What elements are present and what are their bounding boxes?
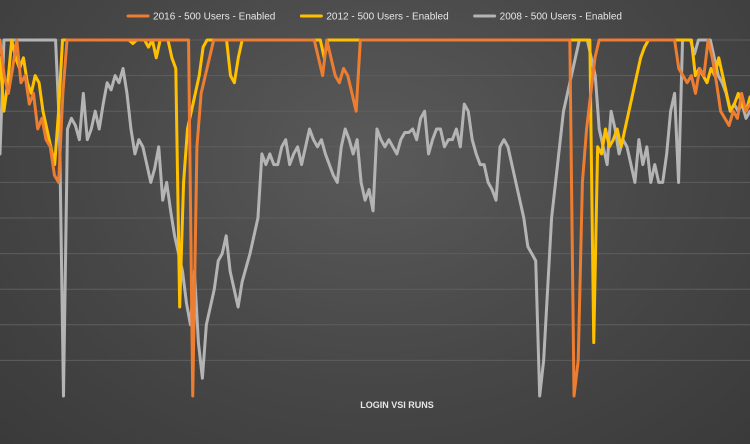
legend-label-1: 2016 - 500 Users - Enabled bbox=[153, 12, 275, 23]
series-line-1 bbox=[0, 38, 750, 398]
legend-label-2: 2012 - 500 Users - Enabled bbox=[326, 12, 448, 23]
x-axis-title: LOGIN VSI RUNS bbox=[360, 400, 434, 410]
series-lines bbox=[0, 38, 750, 398]
series-line-3 bbox=[0, 38, 750, 398]
legend-label-3: 2008 - 500 Users - Enabled bbox=[500, 12, 622, 23]
legend: 2016 - 500 Users - Enabled 2012 - 500 Use… bbox=[126, 12, 622, 23]
